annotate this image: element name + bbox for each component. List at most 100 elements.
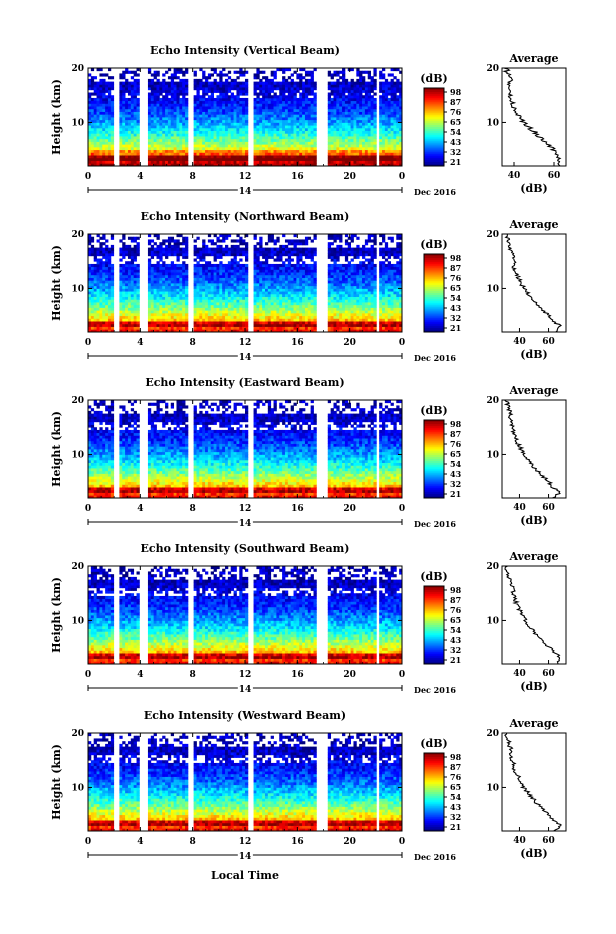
heatmap-cell	[199, 250, 202, 253]
heatmap-cell	[256, 106, 259, 109]
heatmap-cell	[228, 318, 231, 321]
heatmap-cell	[148, 71, 151, 74]
heatmap-cell	[211, 302, 214, 305]
heatmap-cell	[299, 152, 302, 155]
heatmap-cell	[105, 256, 108, 259]
heatmap-cell	[294, 133, 297, 136]
heatmap-cell	[168, 133, 171, 136]
heatmap-cell	[382, 125, 385, 128]
heatmap-cell	[119, 316, 122, 319]
heatmap-cell	[296, 82, 299, 85]
heatmap-cell	[274, 93, 277, 96]
heatmap-cell	[222, 114, 225, 117]
heatmap-cell	[382, 122, 385, 125]
heatmap-cell	[211, 98, 214, 101]
heatmap-cell	[179, 324, 182, 327]
heatmap-cell	[362, 98, 365, 101]
heatmap-cell	[194, 87, 197, 90]
heatmap-cell	[99, 128, 102, 131]
heatmap-cell	[228, 133, 231, 136]
heatmap-cell	[259, 288, 262, 291]
heatmap-cell	[239, 117, 242, 120]
heatmap-cell	[119, 103, 122, 106]
heatmap-cell	[222, 109, 225, 112]
heatmap-cell	[196, 139, 199, 142]
heatmap-cell	[202, 313, 205, 316]
heatmap-cell	[137, 150, 140, 153]
heatmap-cell	[311, 155, 314, 158]
heatmap-cell	[385, 133, 388, 136]
heatmap-cell	[102, 155, 105, 158]
heatmap-cell	[159, 128, 162, 131]
heatmap-cell	[154, 147, 157, 150]
heatmap-cell	[231, 122, 234, 125]
heatmap-cell	[353, 84, 356, 87]
heatmap-cell	[216, 308, 219, 311]
heatmap-cell	[219, 101, 222, 104]
heatmap-cell	[351, 82, 354, 85]
heatmap-cell	[168, 313, 171, 316]
heatmap-cell	[254, 310, 257, 313]
heatmap-cell	[122, 76, 125, 79]
heatmap-cell	[254, 278, 257, 281]
heatmap-cell	[308, 117, 311, 120]
heatmap-cell	[102, 103, 105, 106]
heatmap-cell	[119, 250, 122, 253]
heatmap-cell	[239, 321, 242, 324]
heatmap-cell	[242, 128, 245, 131]
heatmap-cell	[331, 142, 334, 145]
heatmap-cell	[214, 250, 217, 253]
heatmap-cell	[176, 316, 179, 319]
heatmap-cell	[94, 101, 97, 104]
heatmap-cell	[288, 131, 291, 134]
heatmap-cell	[205, 278, 208, 281]
heatmap-cell	[125, 125, 128, 128]
heatmap-cell	[288, 112, 291, 115]
heatmap-cell	[182, 128, 185, 131]
heatmap-cell	[256, 291, 259, 294]
heatmap-cell	[333, 84, 336, 87]
heatmap-cell	[168, 327, 171, 330]
heatmap-cell	[179, 150, 182, 153]
heatmap-cell	[125, 308, 128, 311]
heatmap-cell	[194, 316, 197, 319]
heatmap-cell	[108, 155, 111, 158]
heatmap-cell	[174, 106, 177, 109]
heatmap-cell	[336, 95, 339, 98]
heatmap-cell	[105, 318, 108, 321]
heatmap-cell	[108, 131, 111, 134]
heatmap-cell	[119, 133, 122, 136]
heatmap-cell	[299, 133, 302, 136]
heatmap-cell	[256, 269, 259, 272]
heatmap-cell	[122, 272, 125, 275]
heatmap-cell	[131, 239, 134, 242]
heatmap-cell	[97, 128, 100, 131]
heatmap-cell	[199, 101, 202, 104]
heatmap-cell	[154, 253, 157, 256]
heatmap-cell	[182, 93, 185, 96]
heatmap-cell	[362, 90, 365, 93]
heatmap-cell	[219, 87, 222, 90]
heatmap-cell	[371, 117, 374, 120]
heatmap-cell	[99, 142, 102, 145]
heatmap-cell	[262, 155, 265, 158]
heatmap-cell	[368, 95, 371, 98]
heatmap-cell	[128, 144, 131, 147]
heatmap-cell	[165, 158, 168, 161]
heatmap-cell	[336, 144, 339, 147]
heatmap-cell	[242, 73, 245, 76]
heatmap-cell	[256, 267, 259, 270]
heatmap-cell	[105, 261, 108, 264]
heatmap-cell	[165, 316, 168, 319]
heatmap-cell	[131, 147, 134, 150]
heatmap-cell	[102, 291, 105, 294]
heatmap-cell	[268, 321, 271, 324]
heatmap-cell	[305, 112, 308, 115]
heatmap-cell	[371, 82, 374, 85]
heatmap-cell	[174, 109, 177, 112]
heatmap-cell	[345, 112, 348, 115]
heatmap-cell	[122, 313, 125, 316]
heatmap-cell	[353, 131, 356, 134]
heatmap-cell	[393, 120, 396, 123]
heatmap-cell	[276, 128, 279, 131]
